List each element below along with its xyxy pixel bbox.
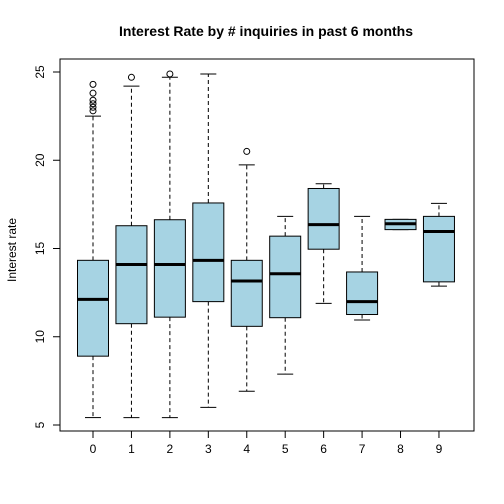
box-2-outlier-0 [166,70,174,78]
box-9-iqr [422,215,455,283]
box-3-iqr [192,202,225,303]
box-6-iqr [307,187,340,250]
x-tick-label-8: 8 [397,442,404,456]
x-tick-label-0: 0 [90,442,97,456]
x-tick-label-3: 3 [205,442,212,456]
y-tick-label-10: 10 [33,330,47,344]
y-tick-label-20: 20 [33,153,47,167]
y-tick-label-5: 5 [33,421,47,428]
x-tick-label-9: 9 [436,442,443,456]
x-tick-label-2: 2 [167,442,174,456]
box-0-outlier-5 [89,80,97,88]
box-0-outlier-2 [89,100,97,108]
box-2-iqr [153,219,186,318]
y-tick-label-25: 25 [33,65,47,79]
box-1-iqr [115,225,148,325]
box-0-outlier-0 [89,107,97,115]
box-1-outlier-0 [127,73,135,81]
box-0-outlier-4 [89,89,97,97]
box-7-iqr [346,271,379,316]
x-tick-label-1: 1 [128,442,135,456]
plot-area: 5 10 15 20 25 0 1 2 3 4 5 6 7 8 9 [33,65,455,456]
box-4-iqr [230,259,263,327]
box-0-outlier-3 [89,96,97,104]
x-tick-label-7: 7 [359,442,366,456]
x-tick-label-5: 5 [282,442,289,456]
y-axis-label: Interest rate [5,218,19,282]
chart-title: Interest Rate by # inquiries in past 6 m… [119,23,413,39]
x-tick-label-6: 6 [320,442,327,456]
box-0-iqr [77,259,109,357]
box-4-outlier-0 [243,147,251,155]
box-5-iqr [269,235,302,319]
plot-frame [59,58,475,432]
y-tick-label-15: 15 [33,242,47,256]
box-0-outlier-1 [89,103,97,111]
x-tick-label-4: 4 [243,442,250,456]
